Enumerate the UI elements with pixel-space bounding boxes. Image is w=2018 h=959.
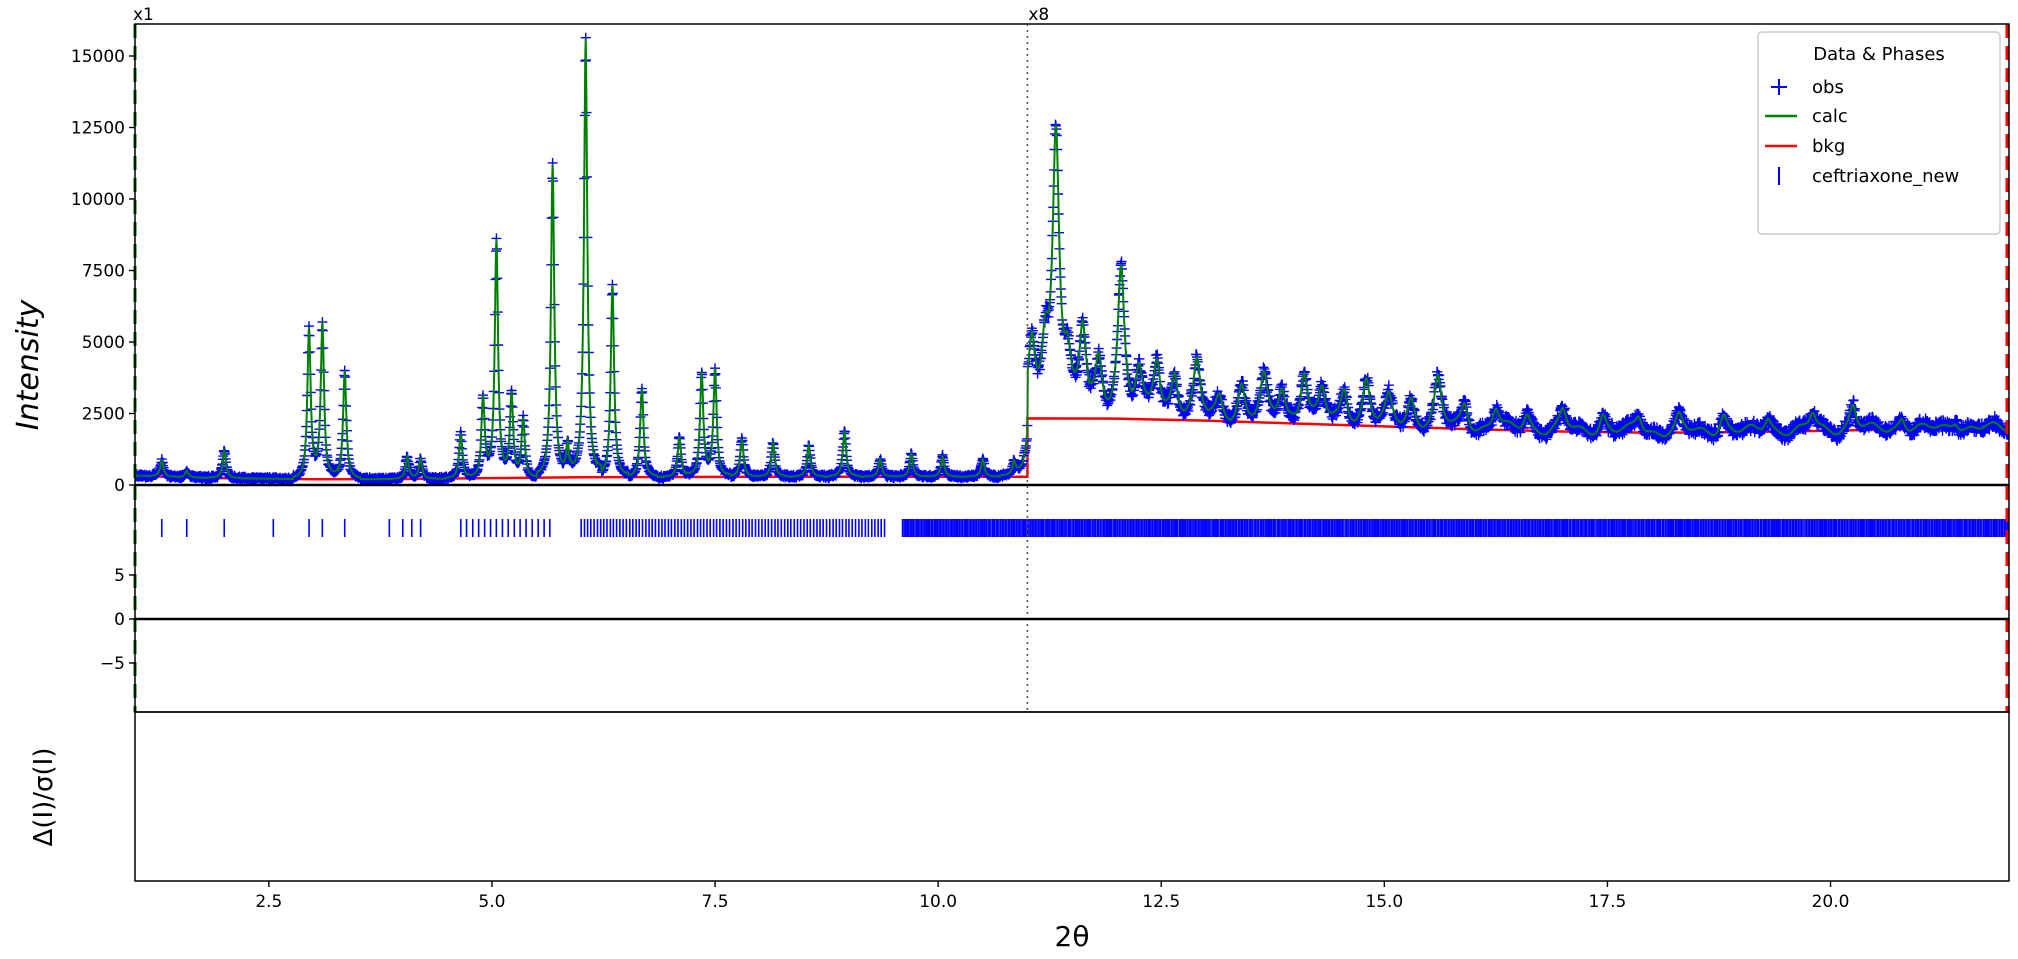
x-tick-label: 20.0 [1812, 892, 1850, 912]
x-ticks: 2.5 5.0 7.5 10.0 12.5 15.0 17.5 20.0 [255, 881, 1849, 912]
legend-label-calc: calc [1812, 106, 1848, 127]
y-tick-label-top: 7500 [82, 262, 125, 282]
legend-entry-bkg: bkg [1765, 136, 1845, 157]
x-tick-label: 5.0 [478, 892, 505, 912]
x-tick-label: 15.0 [1365, 892, 1403, 912]
legend-label-phase: ceftriaxone_new [1812, 166, 1959, 187]
x-tick-label: 12.5 [1142, 892, 1180, 912]
y-ticks-bottom: −5 0 5 [100, 566, 135, 674]
bottom-panel-frame [134, 711, 2010, 882]
legend-label-obs: obs [1812, 77, 1844, 98]
y-axis-title-bottom: Δ(I)/σ(I) [29, 748, 59, 847]
legend-label-bkg: bkg [1812, 136, 1845, 157]
x-tick-label: 10.0 [919, 892, 957, 912]
x-tick-label: 2.5 [255, 892, 282, 912]
x-tick-label: 17.5 [1588, 892, 1626, 912]
x-axis-title: 2θ [1055, 920, 1090, 953]
legend-entry-calc: calc [1765, 106, 1848, 127]
y-tick-label-top: 0 [114, 476, 125, 496]
intensity-panel: 0 2500 5000 7500 10000 12500 15000 x1 x8 Inten… [11, 5, 2010, 713]
y-tick-label-top: 2500 [82, 405, 125, 425]
legend-box [1757, 31, 2001, 235]
y-tick-label-top: 10000 [71, 190, 125, 210]
legend-title: Data & Phases [1813, 44, 1945, 65]
panel-label-left: x1 [133, 5, 154, 25]
y-tick-label-top: 15000 [71, 47, 125, 67]
legend-entry-phase: ceftriaxone_new [1778, 166, 1959, 187]
y-tick-label-top: 12500 [71, 119, 125, 139]
legend-entry-obs: obs [1771, 77, 1844, 98]
y-tick-label-bottom: 5 [114, 566, 125, 586]
y-tick-label-top: 5000 [82, 333, 125, 353]
residual-panel: −5 0 5 2.5 5.0 7.5 10.0 12.5 15.0 17.5 20.0 Δ(I)/… [29, 566, 2010, 953]
y-ticks-top: 0 2500 5000 7500 10000 12500 15000 [71, 47, 135, 496]
calculated-curve [135, 38, 2009, 481]
x-tick-label: 7.5 [702, 892, 729, 912]
y-axis-title-top: Intensity [11, 298, 46, 430]
legend: Data & Phases obs calc bkg ceftriaxone_n… [1757, 31, 2001, 235]
y-tick-label-bottom: −5 [100, 654, 125, 674]
y-tick-label-bottom: 0 [114, 610, 125, 630]
legend-marker-obs [1771, 79, 1787, 95]
panel-label-right: x8 [1028, 5, 1049, 25]
reflection-ticks [160, 519, 2009, 537]
calc-line [135, 38, 2009, 481]
